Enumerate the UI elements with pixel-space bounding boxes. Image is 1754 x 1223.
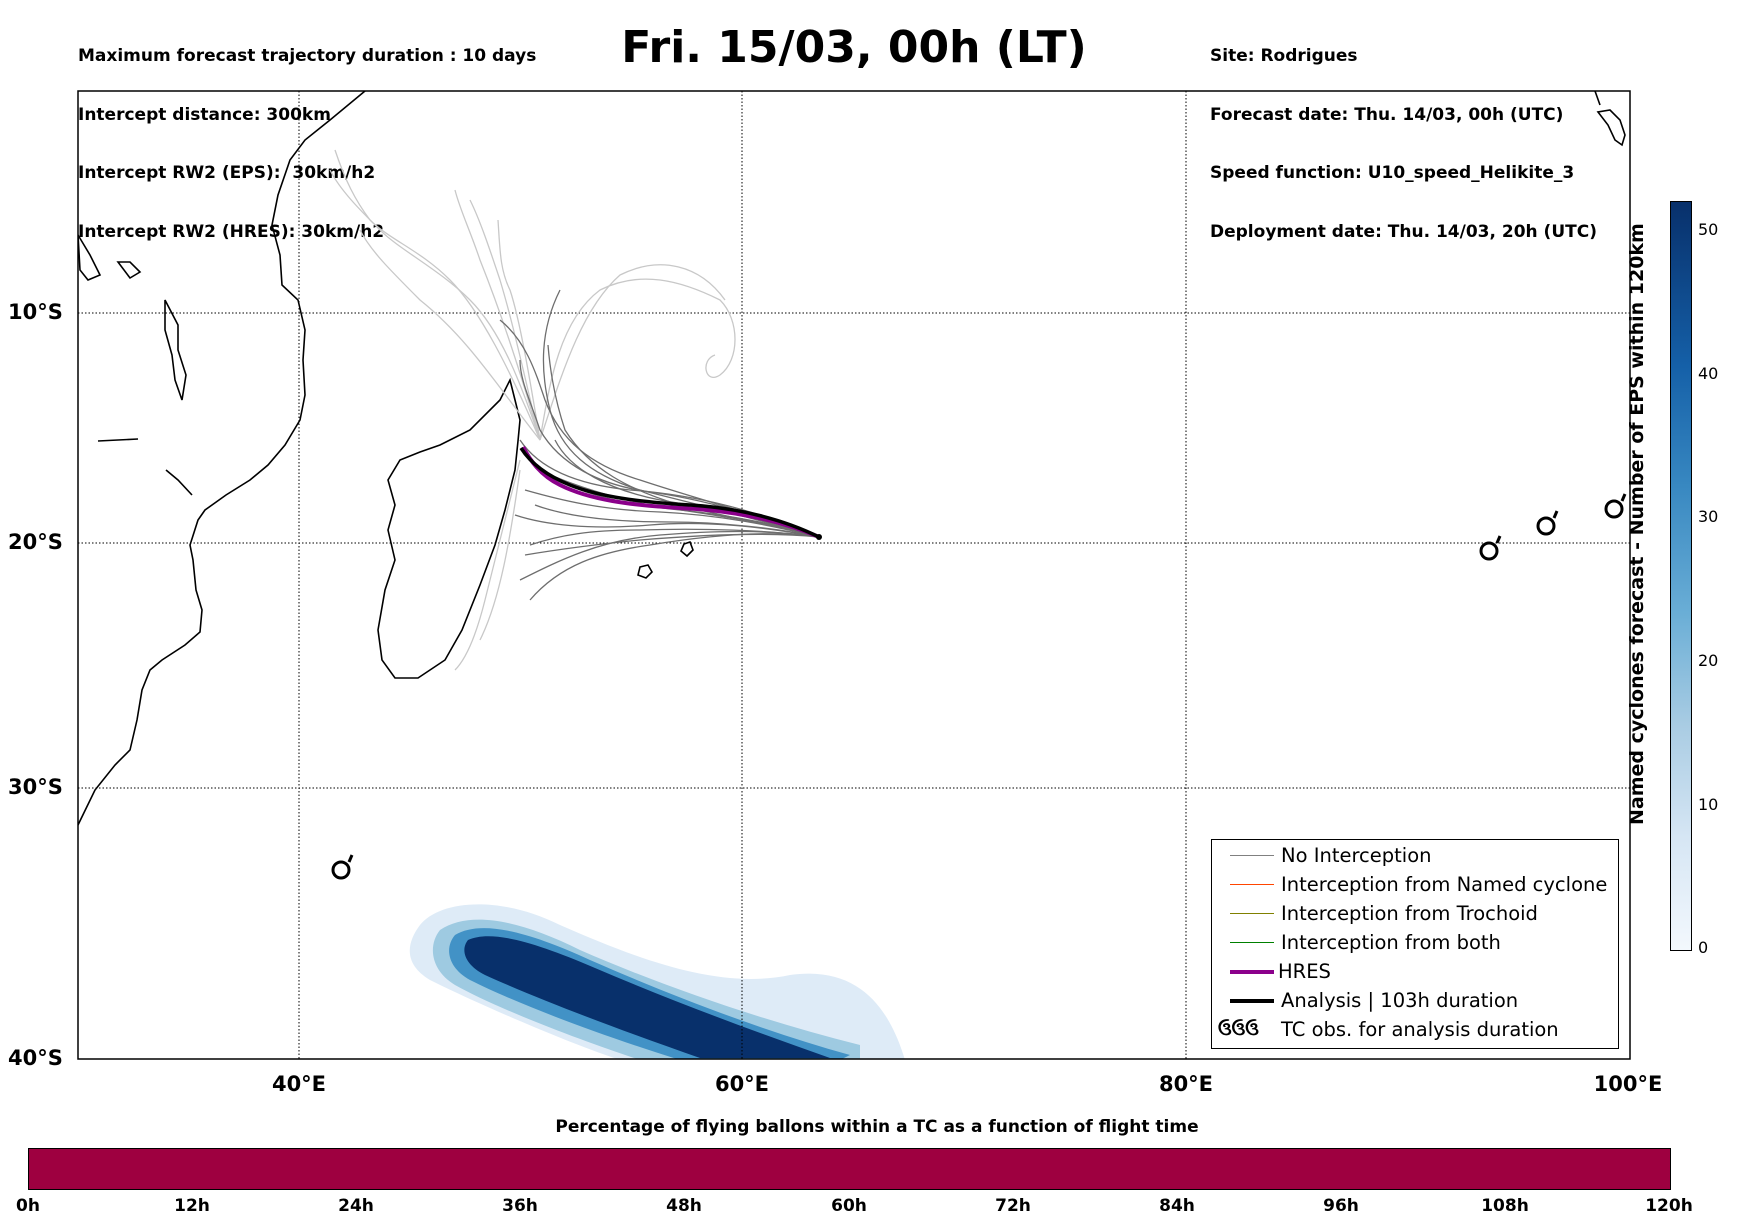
legend-item-trochoid: Interception from Trochoid — [1218, 902, 1614, 926]
lon-label: 80°E — [1158, 1072, 1214, 1096]
header-right: Site: Rodrigues Forecast date: Thu. 14/0… — [1210, 8, 1597, 262]
map-frame — [77, 90, 1631, 1060]
legend-label: Analysis | 103h duration — [1281, 989, 1519, 1012]
lon-label: 100°E — [1593, 1072, 1663, 1096]
map-legend: No Interception Interception from Named … — [1211, 839, 1619, 1049]
hres-trajectory — [521, 446, 820, 539]
header-line: Intercept RW2 (EPS): 30km/h2 — [78, 163, 376, 183]
flight-time-tick: 120h — [1645, 1196, 1693, 1216]
legend-swatch — [1230, 855, 1274, 856]
legend-swatch — [1230, 970, 1274, 974]
colorbar-label: Named cyclones forecast - Number of EPS … — [1626, 223, 1648, 825]
flight-time-tick: 24h — [338, 1196, 374, 1216]
bottom-colorbar-title: Percentage of flying ballons within a TC… — [555, 1117, 1199, 1137]
legend-label: No Interception — [1281, 844, 1432, 867]
bottom-colorbar — [28, 1148, 1671, 1190]
legend-label: Interception from Trochoid — [1281, 902, 1538, 925]
colorbar-tick: 40 — [1698, 364, 1719, 383]
legend-label: Interception from both — [1281, 931, 1501, 954]
eps-trajectories — [499, 289, 820, 601]
colorbar-tick: 10 — [1698, 795, 1719, 814]
legend-label: HRES — [1278, 960, 1331, 983]
legend-item-named-cyclone: Interception from Named cyclone — [1218, 873, 1614, 897]
legend-label: TC obs. for analysis duration — [1281, 1018, 1559, 1041]
tc-obs-icon — [1479, 535, 1502, 561]
flight-time-tick: 12h — [174, 1196, 210, 1216]
flight-time-tick: 84h — [1159, 1196, 1195, 1216]
legend-label: Interception from Named cyclone — [1281, 873, 1608, 896]
map-title: Fri. 15/03, 00h (LT) — [621, 22, 1087, 73]
header-line: Speed function: U10_speed_Helikite_3 — [1210, 163, 1575, 183]
header-line: Maximum forecast trajectory duration : 1… — [78, 46, 537, 66]
header-line: Site: Rodrigues — [1210, 46, 1358, 66]
header-line: Forecast date: Thu. 14/03, 00h (UTC) — [1210, 104, 1564, 125]
lat-label: 30°S — [8, 775, 63, 799]
tc-obs-legend-icon: ઉઉઉ — [1218, 1019, 1259, 1040]
analysis-trajectory — [519, 447, 820, 539]
tc-obs-icon — [1536, 510, 1559, 536]
legend-swatch — [1230, 884, 1274, 885]
mauritius — [637, 564, 653, 579]
launch-site-marker — [816, 534, 822, 540]
flight-time-tick: 48h — [666, 1196, 702, 1216]
tc-obs-icon — [331, 854, 354, 880]
lon-label: 60°E — [714, 1072, 770, 1096]
flight-time-tick: 36h — [502, 1196, 538, 1216]
legend-item-hres: HRES — [1218, 960, 1614, 984]
tc-obs-markers — [331, 493, 1627, 880]
flight-time-tick: 96h — [1323, 1196, 1359, 1216]
legend-swatch — [1230, 913, 1274, 914]
legend-swatch — [1230, 999, 1274, 1003]
lat-label: 10°S — [8, 300, 63, 324]
gridlines — [78, 91, 1630, 1059]
madagascar-coast — [377, 377, 521, 679]
flight-time-tick: 108h — [1481, 1196, 1529, 1216]
colorbar-tick: 30 — [1698, 507, 1719, 526]
coastlines — [78, 91, 1626, 826]
right-colorbar — [1670, 201, 1692, 951]
flight-time-tick: 72h — [995, 1196, 1031, 1216]
legend-swatch — [1230, 942, 1274, 943]
legend-item-analysis: Analysis | 103h duration — [1218, 989, 1614, 1013]
header-line: Intercept distance: 300km — [78, 104, 331, 125]
colorbar-tick: 20 — [1698, 651, 1719, 670]
legend-item-tc-obs: ઉઉઉ TC obs. for analysis duration — [1218, 1018, 1614, 1042]
legend-item-no-interception: No Interception — [1218, 844, 1614, 868]
flight-time-tick: 0h — [16, 1196, 40, 1216]
colorbar-tick: 0 — [1698, 938, 1709, 957]
header-left: Maximum forecast trajectory duration : 1… — [78, 8, 536, 262]
reunion — [680, 540, 694, 558]
africa-coast — [78, 91, 366, 826]
legend-item-both: Interception from both — [1218, 931, 1614, 955]
lon-label: 40°E — [271, 1072, 327, 1096]
header-line: Deployment date: Thu. 14/03, 20h (UTC) — [1210, 221, 1597, 242]
lat-label: 20°S — [8, 530, 63, 554]
flight-time-tick: 60h — [831, 1196, 867, 1216]
tc-obs-icon — [1604, 493, 1627, 519]
colorbar-tick: 50 — [1698, 220, 1719, 239]
cyclone-density-field — [409, 904, 905, 1059]
lat-label: 40°S — [8, 1046, 63, 1070]
eps-trajectories-light — [329, 149, 736, 671]
